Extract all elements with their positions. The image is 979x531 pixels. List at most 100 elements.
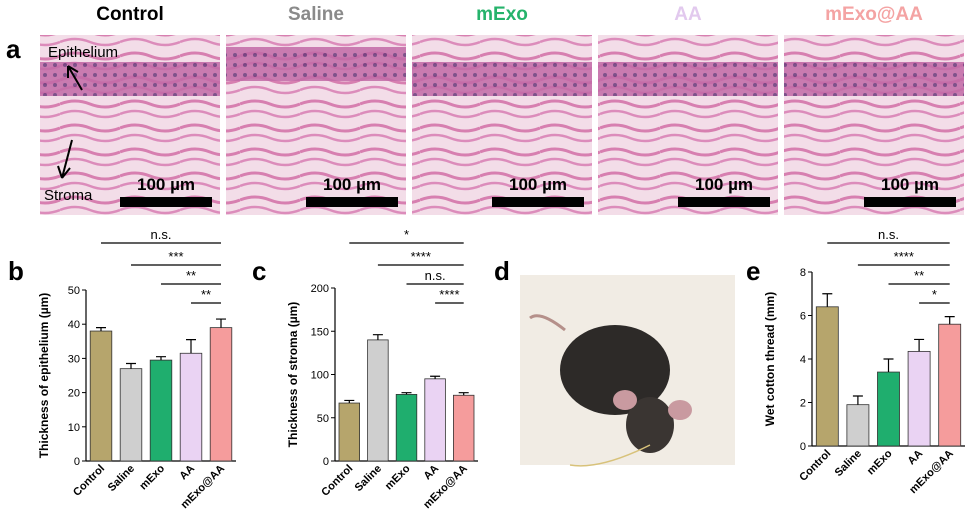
bar [424, 378, 446, 462]
bar [877, 371, 900, 447]
group-header: Saline [288, 4, 344, 25]
scale-bar-label: 100 µm [323, 175, 381, 194]
y-tick-label: 2 [800, 398, 806, 410]
error-bar [430, 375, 441, 379]
x-tick-label: AA [905, 448, 925, 468]
error-bar [822, 293, 833, 307]
scale-bar [306, 197, 398, 207]
annotation: Epithelium [48, 44, 118, 61]
annotation: Stroma [44, 187, 93, 204]
x-tick-label: Saline [833, 448, 864, 479]
group-header: mExo@AA [825, 4, 923, 25]
x-tick-label: Saline [353, 463, 384, 494]
y-axis-title: Wet cotton thread (mm) [763, 292, 777, 426]
error-bar [883, 358, 894, 373]
significance-label: n.s. [425, 268, 446, 283]
panel-label: a [6, 34, 21, 64]
panel-label: d [494, 256, 510, 286]
error-bar [914, 338, 925, 352]
panel-label: b [8, 256, 24, 286]
y-axis-title: Thickness of epithelium (µm) [37, 293, 51, 459]
bar [149, 359, 173, 462]
bar [938, 323, 962, 447]
y-tick-label: 100 [311, 370, 329, 382]
scale-bar [864, 197, 956, 207]
significance-label: n.s. [878, 227, 899, 242]
scale-bar-label: 100 µm [137, 175, 195, 194]
y-tick-label: 40 [68, 319, 80, 331]
x-tick-label: mExo [865, 447, 895, 477]
y-tick-label: 200 [311, 283, 329, 295]
x-tick-label: Saline [106, 463, 137, 494]
arrow [57, 139, 73, 179]
scale-bar-label: 100 µm [881, 175, 939, 194]
significance-label: ** [914, 268, 924, 283]
panel-label: e [746, 256, 760, 286]
bar [179, 352, 203, 462]
error-bar [216, 318, 226, 328]
bar [395, 393, 418, 462]
scale-bar [120, 197, 212, 207]
error-bar [372, 334, 383, 340]
significance-label: *** [168, 249, 183, 264]
y-tick-label: 50 [317, 413, 329, 425]
x-tick-label: AA [421, 463, 441, 483]
epithelium-layer [412, 62, 592, 96]
y-tick-label: 10 [68, 422, 80, 434]
significance-label: ** [186, 268, 196, 283]
bar [453, 394, 475, 462]
scale-bar [492, 197, 584, 207]
group-header: AA [674, 4, 702, 25]
mouse-photo [520, 275, 735, 467]
y-tick-label: 0 [323, 456, 329, 468]
epithelium-layer [784, 62, 964, 96]
bar [89, 330, 113, 462]
x-tick-label: Control [319, 463, 355, 499]
group-header: mExo [476, 4, 528, 25]
x-tick-label: Control [71, 463, 107, 499]
scale-bar-label: 100 µm [509, 175, 567, 194]
error-bar [96, 327, 106, 332]
error-bar [458, 392, 469, 396]
error-bar [126, 362, 136, 369]
bar [907, 350, 931, 447]
bar [338, 402, 360, 462]
panel-label: c [252, 256, 266, 286]
error-bar [401, 392, 412, 395]
significance-label: **** [894, 249, 914, 264]
epithelium-layer [226, 47, 406, 81]
group-header: Control [96, 4, 164, 25]
significance-label: n.s. [151, 227, 172, 242]
y-tick-label: 150 [311, 326, 329, 338]
x-tick-label: AA [177, 463, 197, 483]
error-bar [156, 356, 166, 361]
bar [119, 368, 143, 462]
bar [846, 404, 870, 447]
error-bar [186, 338, 196, 354]
y-tick-label: 8 [800, 267, 806, 279]
epithelium-layer [598, 62, 778, 96]
x-tick-label: mExo [137, 462, 167, 492]
significance-label: **** [439, 287, 459, 302]
significance-label: ** [201, 287, 211, 302]
y-tick-label: 6 [800, 311, 806, 323]
significance-label: **** [411, 249, 431, 264]
significance-label: * [932, 287, 937, 302]
y-tick-label: 30 [68, 353, 80, 365]
significance-label: * [404, 227, 409, 242]
scale-bar-label: 100 µm [695, 175, 753, 194]
error-bar [344, 399, 355, 404]
scale-bar [678, 197, 770, 207]
y-axis-title: Thickness of stroma (µm) [286, 302, 300, 448]
bar [367, 339, 389, 462]
x-tick-label: Control [797, 448, 833, 484]
y-tick-label: 50 [68, 285, 80, 297]
error-bar [852, 395, 863, 405]
bar [815, 306, 839, 447]
bar [209, 327, 233, 462]
arrow [67, 65, 83, 91]
x-tick-label: mExo [383, 462, 413, 492]
y-tick-label: 0 [74, 456, 80, 468]
error-bar [944, 315, 955, 325]
